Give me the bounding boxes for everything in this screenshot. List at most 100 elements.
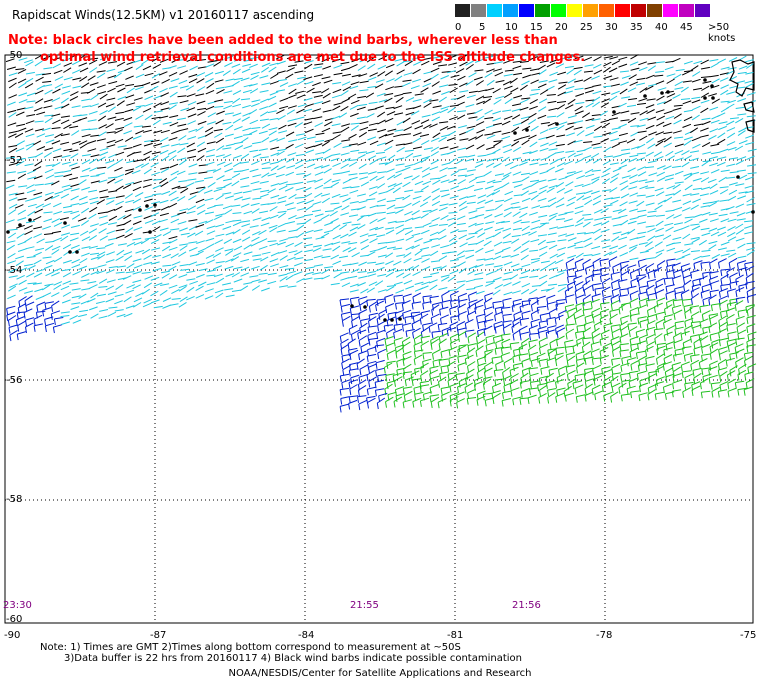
wind-barb [51, 292, 60, 298]
wind-barb [411, 311, 421, 314]
wind-barb-feather [512, 321, 515, 328]
wind-barb [521, 231, 531, 236]
wind-barb [429, 365, 439, 369]
wind-barb [511, 206, 521, 209]
wind-barb [539, 343, 548, 349]
wind-barb [657, 260, 666, 266]
wind-barb [115, 228, 125, 232]
wind-barb [315, 151, 325, 155]
wind-barb [143, 142, 153, 147]
wind-barb [593, 194, 602, 201]
wind-barb [15, 255, 25, 260]
wind-barb [303, 218, 312, 225]
wind-barb [521, 225, 530, 232]
wind-barb [583, 350, 592, 356]
wind-barb [647, 279, 657, 283]
wind-barb [350, 268, 360, 274]
contamination-dot [525, 128, 529, 132]
wind-barb [629, 174, 638, 179]
wind-barb [349, 189, 359, 194]
wind-barb [503, 115, 513, 120]
wind-barb [656, 115, 666, 121]
wind-barb-feather [626, 388, 629, 395]
wind-barb [8, 285, 17, 292]
wind-barb [556, 156, 566, 161]
wind-barb-feather [629, 294, 632, 301]
wind-barb [657, 138, 666, 143]
wind-barb-feather [430, 343, 433, 350]
wind-barb [140, 162, 150, 169]
wind-barb [583, 285, 593, 291]
wind-barb [321, 127, 331, 133]
wind-barb [223, 105, 232, 110]
wind-barb [737, 255, 747, 259]
wind-barb [285, 242, 295, 248]
wind-barb [81, 246, 91, 249]
wind-barb [465, 329, 475, 332]
wind-barb [367, 273, 377, 277]
wind-barb [448, 346, 458, 351]
wind-barb [430, 272, 440, 275]
wind-barb-feather [511, 326, 514, 333]
wind-barb-feather [645, 350, 647, 357]
wind-barb [231, 63, 241, 68]
wind-barb [294, 70, 304, 74]
wind-barb [332, 162, 341, 168]
wind-barb [348, 176, 358, 181]
wind-barb [421, 229, 430, 235]
wind-barb [629, 154, 639, 158]
wind-barb [42, 80, 52, 83]
wind-barb [609, 313, 618, 320]
wind-barb [52, 119, 61, 125]
wind-barb-feather [610, 381, 613, 388]
wind-barb [684, 352, 694, 356]
wind-barb [603, 391, 613, 396]
wind-barb [295, 187, 305, 191]
wind-barb [584, 321, 594, 325]
wind-barb [16, 123, 26, 127]
wind-barb-feather [655, 323, 658, 330]
wind-barb [709, 271, 719, 274]
wind-barb [666, 325, 676, 331]
wind-barb-feather [422, 303, 425, 310]
wind-barb [421, 326, 430, 333]
wind-barb-feather [458, 381, 461, 388]
wind-barb [125, 199, 135, 203]
wind-barb [243, 59, 253, 62]
wind-barb [566, 171, 576, 174]
wind-barb [405, 329, 415, 332]
wind-barb [654, 187, 664, 192]
wind-barb-feather [502, 328, 505, 335]
wind-barb [502, 80, 512, 86]
wind-barb [671, 362, 681, 366]
wind-barb [375, 176, 385, 181]
wind-barb [43, 67, 53, 70]
wind-barb [107, 237, 118, 241]
wind-barb [53, 324, 63, 328]
wind-barb [241, 68, 251, 73]
wind-barb [17, 248, 27, 252]
wind-barb [86, 298, 96, 303]
wind-barb-feather [672, 278, 675, 285]
wind-barb [402, 194, 411, 201]
wind-barb [431, 116, 441, 122]
wind-barb [153, 234, 162, 239]
wind-barb-feather [413, 388, 416, 395]
wind-barb [529, 171, 539, 176]
wind-barb [27, 282, 37, 285]
wind-barb [529, 162, 539, 166]
wind-barb [608, 250, 618, 256]
wind-barb [747, 172, 757, 175]
wind-barb [159, 136, 169, 143]
wind-barb-feather [584, 317, 587, 324]
legend-swatch [647, 4, 662, 17]
wind-barb-feather [413, 359, 416, 366]
wind-barb-feather [339, 406, 342, 413]
wind-barb [430, 250, 439, 257]
wind-barb [297, 207, 307, 211]
wind-barb [528, 367, 538, 370]
wind-barb [323, 178, 332, 185]
wind-barb [222, 192, 232, 195]
wind-barb-feather [592, 270, 595, 278]
wind-barb [664, 66, 674, 71]
